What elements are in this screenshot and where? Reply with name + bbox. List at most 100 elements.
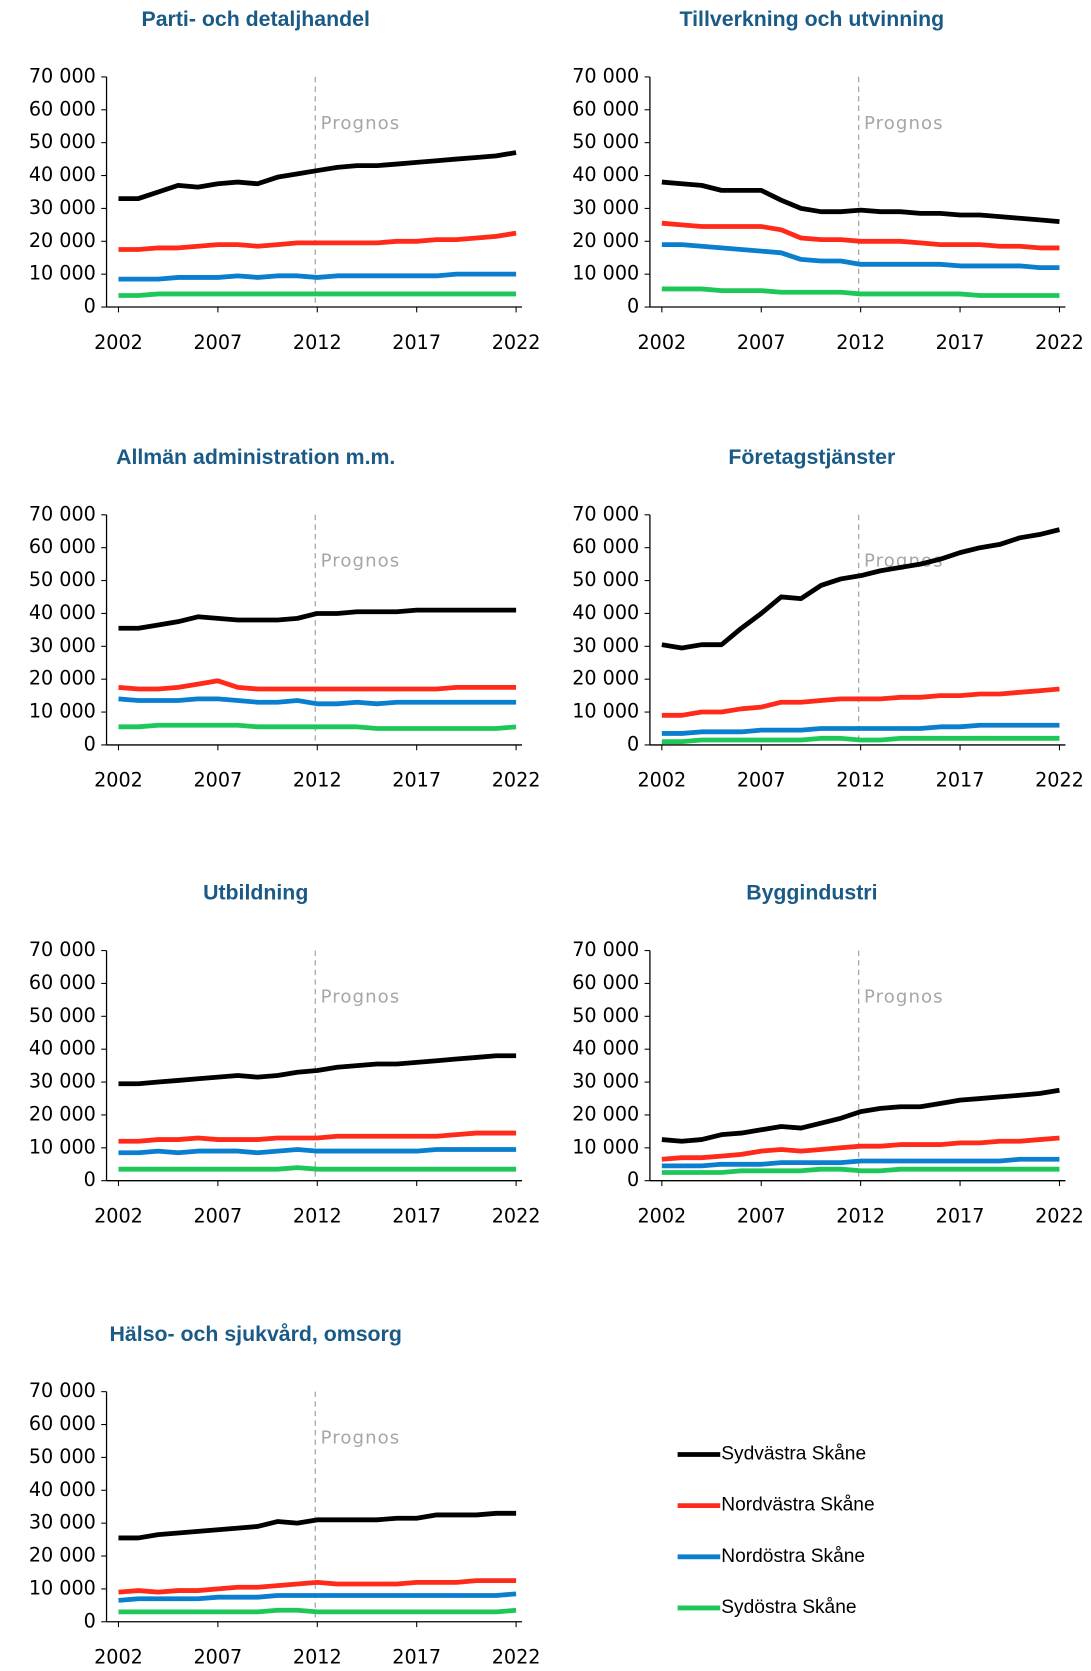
series-line: Nordvästra Skåne — [661, 1135, 1060, 1162]
y-tick-label: 70 000 — [29, 64, 96, 87]
forecast-label: Prognos — [321, 986, 401, 1007]
y-tick-label: 10 000 — [29, 1576, 96, 1599]
x-tick-label: 2007 — [737, 769, 786, 792]
forecast-label: Prognos — [864, 113, 944, 134]
y-tick-label: 10 000 — [572, 700, 639, 723]
series-line: Nordöstra Skåne — [661, 242, 1060, 271]
series-line: Nordöstra Skåne — [118, 1591, 517, 1603]
forecast-label: Prognos — [321, 1428, 401, 1449]
x-tick-label: 2002 — [637, 769, 686, 792]
y-tick-label: 40 000 — [29, 601, 96, 624]
y-tick-label: 30 000 — [29, 634, 96, 657]
series-line: Nordöstra Skåne — [118, 271, 517, 282]
series-line: Nordvästra Skåne — [661, 220, 1060, 251]
y-tick-label: 30 000 — [29, 1511, 96, 1534]
y-tick-label: 10 000 — [29, 700, 96, 723]
y-tick-label: 40 000 — [29, 1478, 96, 1501]
y-tick-label: 40 000 — [29, 163, 96, 186]
y-tick-label: 0 — [84, 1168, 96, 1191]
chart-title: Hälso- och sjukvård, omsorg — [110, 1322, 402, 1346]
series-line: Nordöstra Skåne — [661, 722, 1060, 736]
forecast-label: Prognos — [321, 551, 401, 572]
series-line: Sydvästra Skåne — [118, 150, 517, 201]
series-line: Sydöstra Skåne — [661, 735, 1060, 745]
x-tick-label: 2022 — [492, 769, 541, 792]
x-tick-label: 2017 — [392, 1646, 441, 1669]
legend: Sydvästra Skåne Nordvästra Skåne Nordöstra… — [677, 1444, 875, 1618]
x-tick-label: 2022 — [1035, 331, 1084, 354]
series-line: Sydöstra Skåne — [118, 1165, 517, 1172]
series-line: Sydöstra Skåne — [118, 1607, 517, 1615]
x-tick-label: 2017 — [392, 769, 441, 792]
y-tick-label: 10 000 — [29, 1135, 96, 1158]
series-line: Sydvästra Skåne — [118, 607, 517, 631]
x-tick-label: 2017 — [392, 331, 441, 354]
x-tick-label: 2022 — [1035, 1204, 1084, 1227]
y-tick-label: 30 000 — [572, 1070, 639, 1093]
y-tick-label: 30 000 — [572, 634, 639, 657]
series-line: Sydvästra Skåne — [661, 179, 1060, 224]
y-tick-label: 70 000 — [29, 1379, 96, 1402]
y-tick-label: 40 000 — [572, 1037, 639, 1060]
y-tick-label: 30 000 — [29, 1070, 96, 1093]
y-tick-label: 70 000 — [572, 502, 639, 525]
x-tick-label: 2017 — [936, 1204, 985, 1227]
x-tick-label: 2012 — [293, 1204, 342, 1227]
y-tick-label: 60 000 — [29, 535, 96, 558]
y-tick-label: 0 — [627, 295, 639, 318]
series-line: Sydöstra Skåne — [118, 291, 517, 298]
x-tick-label: 2012 — [836, 769, 885, 792]
x-tick-label: 2002 — [94, 1646, 143, 1669]
legend-label: Nordöstra Skåne — [721, 1546, 865, 1567]
x-tick-label: 2012 — [293, 769, 342, 792]
y-tick-label: 70 000 — [29, 938, 96, 961]
y-tick-label: 40 000 — [29, 1037, 96, 1060]
x-tick-label: 2007 — [193, 1204, 242, 1227]
y-tick-label: 70 000 — [29, 502, 96, 525]
x-tick-label: 2017 — [936, 331, 985, 354]
y-tick-label: 10 000 — [572, 262, 639, 285]
series-line: Sydöstra Skåne — [118, 722, 517, 731]
chart-title: Företagstjänster — [728, 445, 895, 469]
series-line: Nordöstra Skåne — [118, 696, 517, 707]
chart: Byggindustri 0 10 000 20 000 30 000 40 000 50 … — [572, 881, 1084, 1228]
y-tick-label: 10 000 — [572, 1135, 639, 1158]
chart: Parti- och detaljhandel 0 10 000 20 000 30 0… — [29, 7, 541, 354]
y-tick-label: 10 000 — [29, 262, 96, 285]
x-tick-label: 2012 — [836, 1204, 885, 1227]
x-tick-label: 2007 — [737, 331, 786, 354]
y-tick-label: 60 000 — [572, 971, 639, 994]
y-tick-label: 0 — [627, 1168, 639, 1191]
y-tick-label: 0 — [84, 295, 96, 318]
y-tick-label: 50 000 — [572, 130, 639, 153]
chart-title: Parti- och detaljhandel — [142, 7, 370, 31]
chart-title: Tillverkning och utvinning — [680, 7, 945, 31]
y-tick-label: 20 000 — [29, 1544, 96, 1567]
y-tick-label: 0 — [84, 732, 96, 755]
legend-label: Sydöstra Skåne — [721, 1597, 856, 1618]
series-line: Sydvästra Skåne — [118, 1510, 517, 1541]
chart-title: Byggindustri — [746, 881, 877, 905]
legend-label: Sydvästra Skåne — [721, 1444, 866, 1465]
x-tick-label: 2017 — [936, 769, 985, 792]
y-tick-label: 40 000 — [572, 601, 639, 624]
chart-title: Allmän administration m.m. — [116, 445, 395, 469]
y-tick-label: 0 — [84, 1609, 96, 1632]
y-tick-label: 50 000 — [29, 568, 96, 591]
y-tick-label: 20 000 — [572, 229, 639, 252]
series-line: Sydöstra Skåne — [661, 286, 1060, 298]
y-tick-label: 70 000 — [572, 938, 639, 961]
series-line: Sydvästra Skåne — [661, 1087, 1060, 1144]
x-tick-label: 2022 — [492, 1204, 541, 1227]
x-tick-label: 2007 — [193, 1646, 242, 1669]
y-tick-label: 60 000 — [29, 971, 96, 994]
chart: Hälso- och sjukvård, omsorg 0 10 000 20 000… — [29, 1322, 541, 1669]
y-tick-label: 50 000 — [572, 568, 639, 591]
chart: Utbildning 0 10 000 20 000 30 000 40 000 50 00… — [29, 881, 541, 1228]
y-tick-label: 60 000 — [29, 97, 96, 120]
y-tick-label: 40 000 — [572, 163, 639, 186]
x-tick-label: 2012 — [836, 331, 885, 354]
x-tick-label: 2002 — [637, 1204, 686, 1227]
